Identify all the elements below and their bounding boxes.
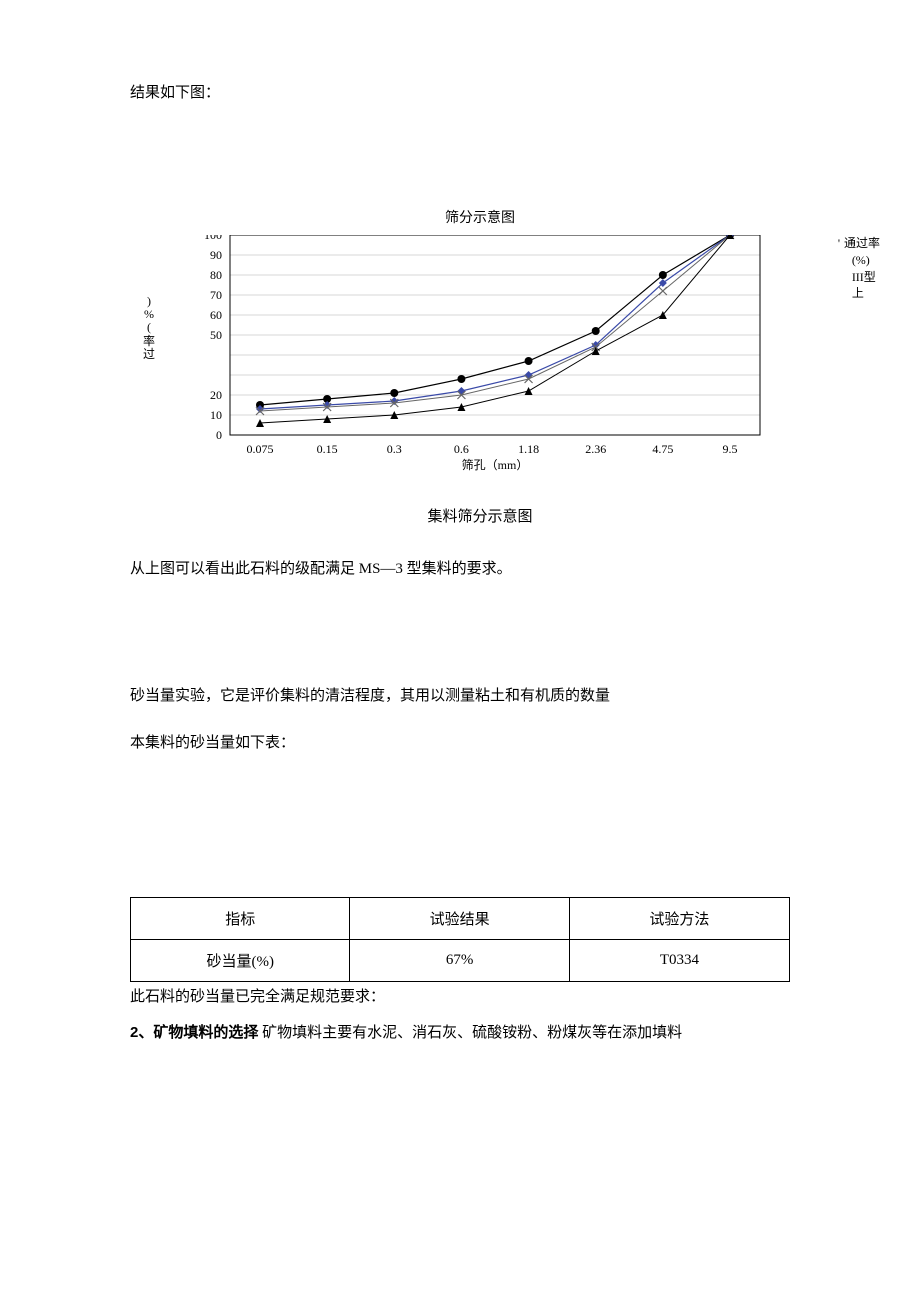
svg-text:60: 60	[210, 308, 222, 322]
chart-legend: ' 通过率 (%) III型 上	[838, 235, 880, 302]
legend-item-2-sublabel: 上	[852, 285, 864, 302]
svg-text:100: 100	[204, 235, 222, 242]
page-content: 结果如下图： 筛分示意图 )%(率过 0 10 20 50 60 70 80 90 100 0.0…	[0, 0, 920, 1048]
table-header-cell: 试验结果	[350, 898, 569, 940]
table-header-cell: 指标	[131, 898, 350, 940]
paragraph-2: 砂当量实验，它是评价集料的清洁程度，其用以测量粘土和有机质的数量	[130, 683, 790, 710]
legend-tick: ' 通过率	[838, 235, 880, 252]
chart-plot-area: )%(率过 0102050607080901000.0750.150.30.61…	[150, 235, 790, 495]
svg-text:筛孔（mm）: 筛孔（mm）	[462, 457, 529, 472]
legend-item-2: III型	[838, 269, 880, 286]
svg-text:70: 70	[210, 288, 222, 302]
table-row: 砂当量(%)67%T0334	[131, 940, 790, 982]
legend-item-2-label: III型	[852, 269, 876, 286]
table-cell: 砂当量(%)	[131, 940, 350, 982]
section-2-rest: 矿物填料主要有水泥、消石灰、硫酸铵粉、粉煤灰等在添加填料	[258, 1025, 682, 1041]
intro-paragraph: 结果如下图：	[130, 80, 790, 107]
table-cell: T0334	[569, 940, 789, 982]
paragraph-3: 本集料的砂当量如下表：	[130, 730, 790, 757]
table-cell: 67%	[350, 940, 569, 982]
paragraph-1: 从上图可以看出此石料的级配满足 MS—3 型集料的要求。	[130, 556, 790, 583]
svg-text:2.36: 2.36	[585, 442, 606, 456]
legend-item-1-sub: (%)	[838, 252, 880, 269]
y-axis-label: )%(率过	[140, 295, 158, 361]
svg-text:9.5: 9.5	[723, 442, 738, 456]
section-2-title: 、矿物填料的选择	[138, 1024, 258, 1041]
svg-text:0.6: 0.6	[454, 442, 469, 456]
table-header-cell: 试验方法	[569, 898, 789, 940]
svg-text:50: 50	[210, 328, 222, 342]
chart-svg: 0 10 20 50 60 70 80 90 100 0.075 0.15 0.3 0.6 1.18 2.3…	[150, 235, 790, 495]
sieve-chart-container: 筛分示意图 )%(率过 0102050607080901000.0750.150…	[130, 207, 790, 526]
section-2-heading: 2、矿物填料的选择 矿物填料主要有水泥、消石灰、硫酸铵粉、粉煤灰等在添加填料	[130, 1019, 790, 1048]
paragraph-4: 此石料的砂当量已完全满足规范要求：	[130, 984, 790, 1011]
chart-caption: 集料筛分示意图	[130, 505, 790, 526]
legend-item-2-sub: 上	[838, 285, 880, 302]
legend-item-1-sublabel: (%)	[852, 252, 870, 269]
svg-text:0.15: 0.15	[317, 442, 338, 456]
chart-title: 筛分示意图	[130, 207, 790, 227]
svg-text:20: 20	[210, 388, 222, 402]
sand-equivalent-table: 指标试验结果试验方法砂当量(%)67%T0334	[130, 897, 790, 982]
svg-text:80: 80	[210, 268, 222, 282]
svg-text:0.075: 0.075	[247, 442, 274, 456]
svg-text:0: 0	[216, 428, 222, 442]
legend-item-1-label: 通过率	[844, 235, 880, 252]
svg-text:1.18: 1.18	[518, 442, 539, 456]
svg-text:4.75: 4.75	[652, 442, 673, 456]
svg-text:90: 90	[210, 248, 222, 262]
data-table: 指标试验结果试验方法砂当量(%)67%T0334	[130, 897, 790, 982]
legend-tick-mark: '	[838, 235, 840, 252]
svg-text:10: 10	[210, 408, 222, 422]
svg-text:0.3: 0.3	[387, 442, 402, 456]
